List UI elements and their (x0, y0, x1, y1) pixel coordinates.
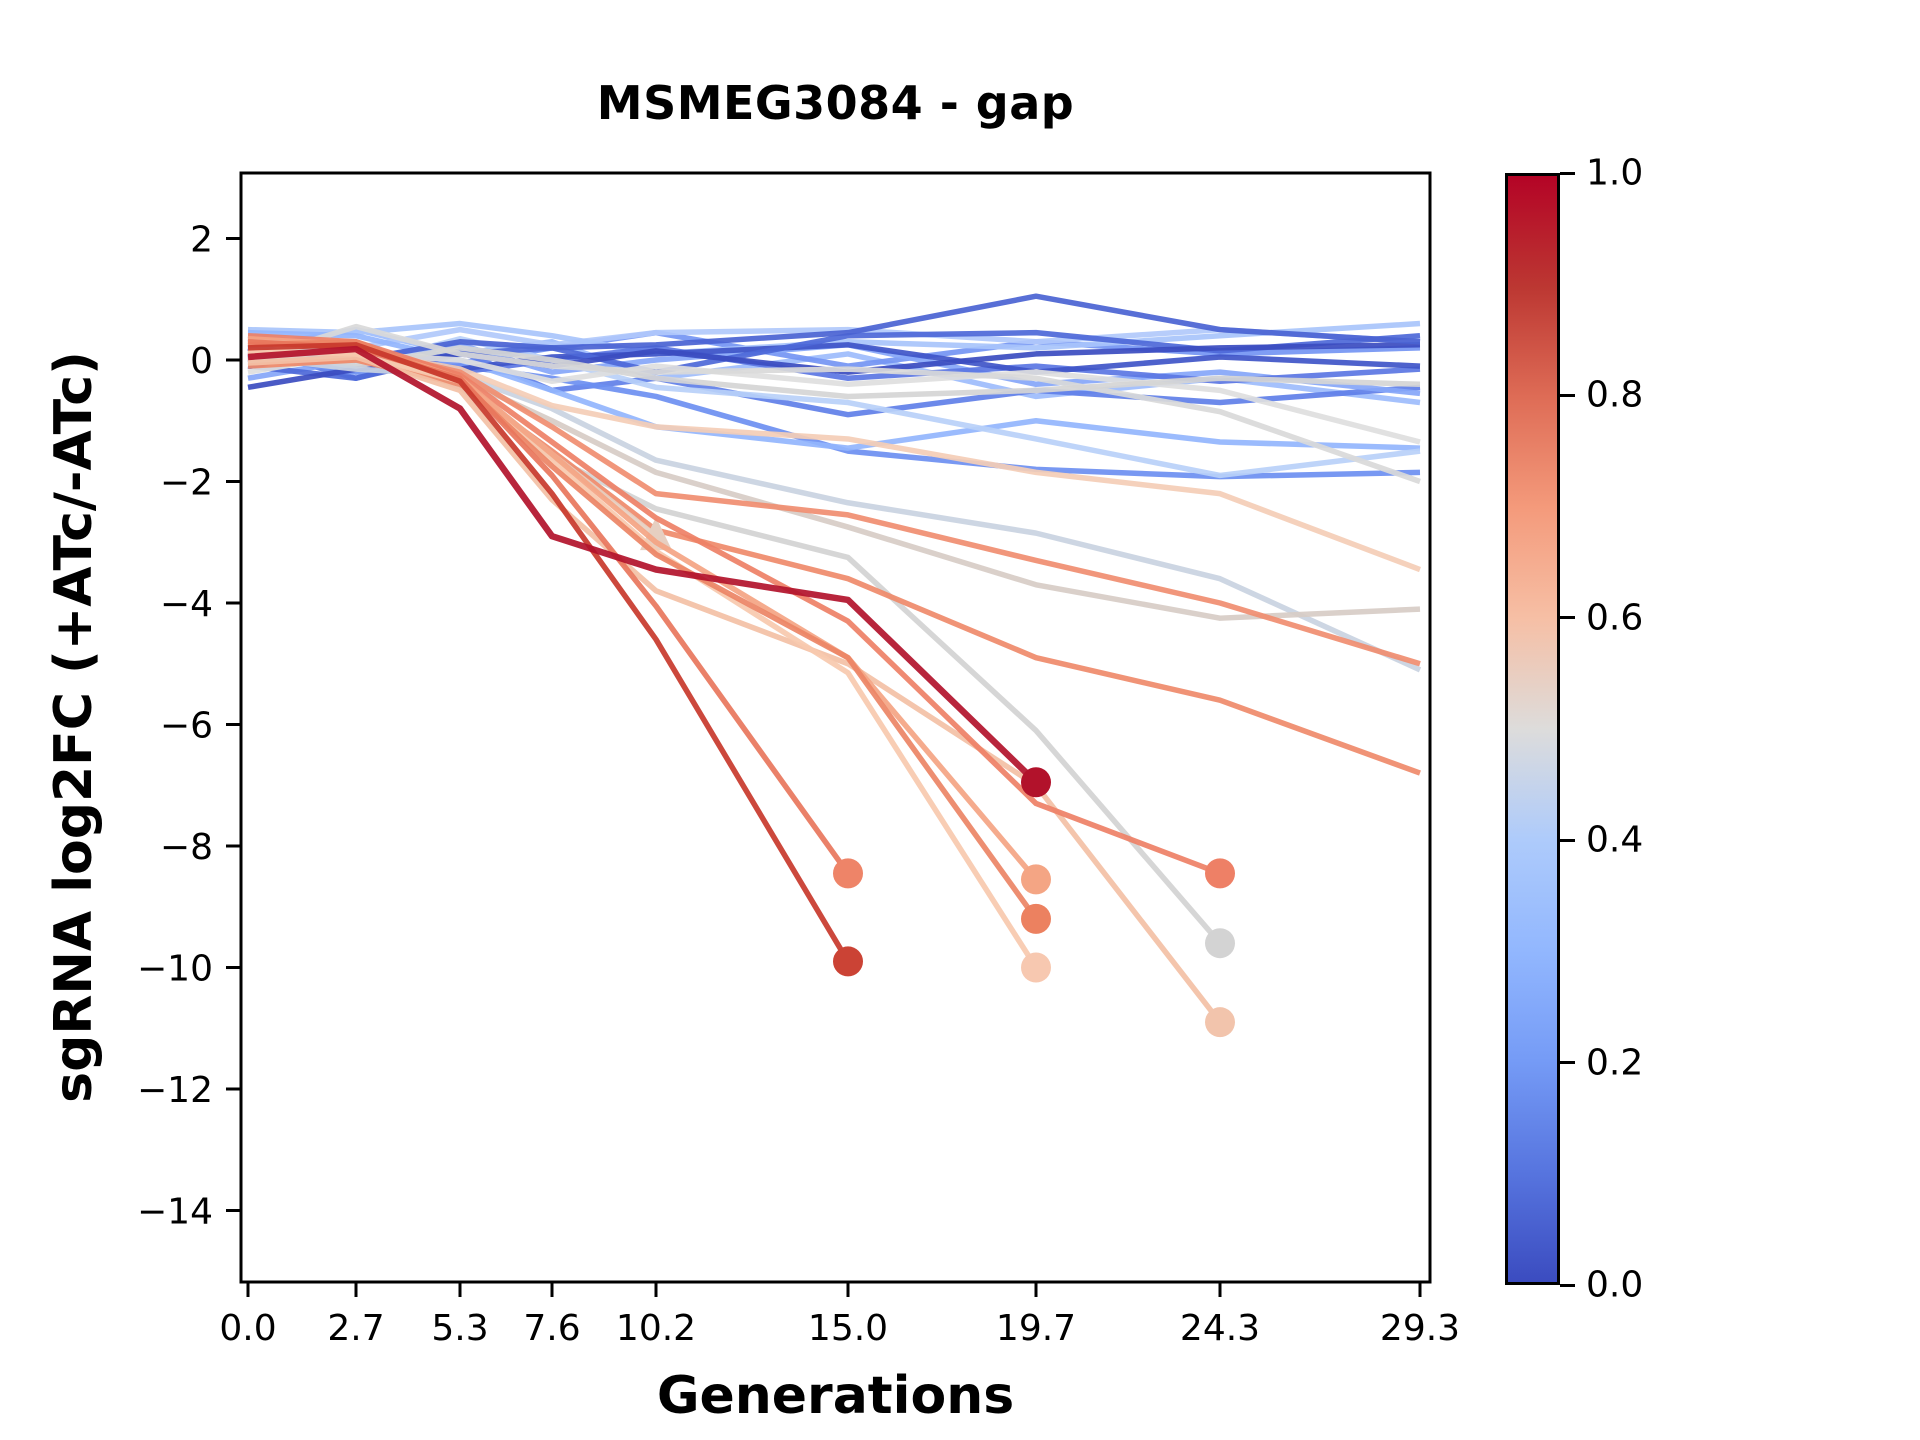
chart-title: MSMEG3084 - gap (596, 76, 1075, 130)
colorbar-tick (1560, 1061, 1575, 1065)
series-line (247, 323, 1421, 485)
colorbar-tick-label: 0.8 (1586, 374, 1644, 416)
end-marker-dot (1021, 864, 1051, 895)
y-tick-label: −14 (137, 1192, 213, 1233)
end-marker-dot (1205, 928, 1235, 959)
series-line (247, 348, 1039, 969)
y-tick-label: 2 (190, 220, 213, 261)
colorbar-tick-label: 0.6 (1586, 597, 1644, 639)
colorbar (1505, 173, 1560, 1285)
x-tick-label: 15.0 (808, 1308, 888, 1349)
x-tick-label: 7.6 (523, 1308, 580, 1349)
end-marker-dot (833, 946, 863, 977)
end-marker-dot (1205, 1007, 1235, 1038)
series-line (247, 339, 1039, 921)
colorbar-tick (1560, 171, 1575, 175)
colorbar-tick (1560, 393, 1575, 397)
series-line (247, 345, 1039, 785)
series-line (247, 342, 851, 963)
end-marker-dot (1205, 858, 1235, 889)
colorbar-tick-label: 1.0 (1586, 152, 1644, 194)
x-tick-label: 2.7 (327, 1308, 384, 1349)
end-marker-dot (1021, 903, 1051, 934)
x-tick-label: 10.2 (616, 1308, 696, 1349)
x-tick-label: 24.3 (1180, 1308, 1260, 1349)
y-tick-label: −12 (137, 1070, 213, 1111)
x-tick-label: 19.7 (996, 1308, 1076, 1349)
colorbar-tick-label: 0.4 (1586, 819, 1644, 861)
colorbar-tick-label: 0.0 (1586, 1264, 1644, 1306)
end-marker-dot (1021, 767, 1051, 798)
colorbar-tick (1560, 838, 1575, 842)
y-tick-label: −8 (160, 827, 213, 868)
x-tick-label: 5.3 (431, 1308, 488, 1349)
y-tick-label: −2 (160, 463, 213, 504)
y-tick-label: −4 (160, 584, 213, 625)
y-tick-label: −6 (160, 706, 213, 747)
colorbar-tick (1560, 616, 1575, 620)
y-tick-label: −10 (137, 949, 213, 990)
end-marker-dot (833, 858, 863, 889)
end-marker-dot (1021, 952, 1051, 983)
axes-frame (239, 171, 1432, 1284)
colorbar-tick-label: 0.2 (1586, 1042, 1644, 1084)
colorbar-tick (1560, 1283, 1575, 1287)
x-axis-label: Generations (656, 1366, 1015, 1426)
x-tick-label: 0.0 (219, 1308, 276, 1349)
x-tick-label: 29.3 (1380, 1308, 1460, 1349)
y-tick-label: 0 (190, 341, 213, 382)
series-line (247, 354, 1223, 1024)
